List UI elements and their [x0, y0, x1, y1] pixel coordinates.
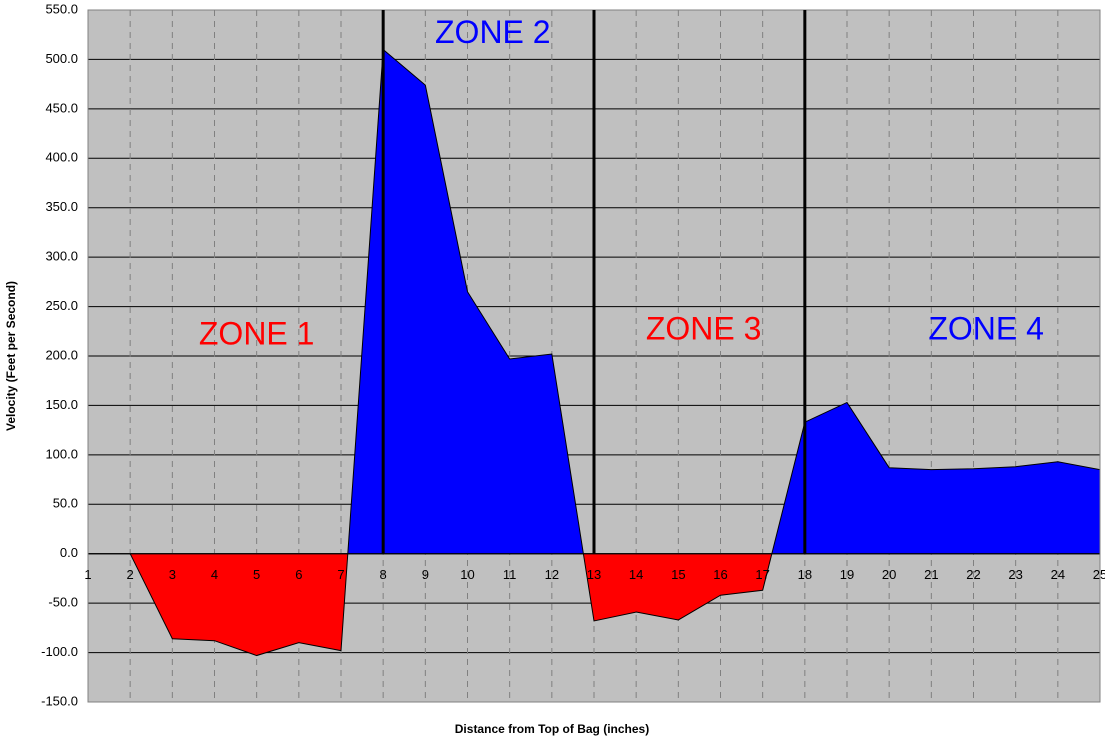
zone-label: ZONE 2 — [435, 14, 551, 50]
x-tick-label: 16 — [713, 567, 727, 582]
area-positive — [88, 48, 1101, 554]
y-tick-label: 450.0 — [45, 100, 78, 115]
y-tick-label: 300.0 — [45, 249, 78, 264]
x-tick-label: 1 — [84, 567, 91, 582]
y-tick-label: 350.0 — [45, 199, 78, 214]
x-tick-label: 20 — [882, 567, 896, 582]
x-tick-label: 17 — [755, 567, 769, 582]
x-tick-label: 3 — [169, 567, 176, 582]
x-tick-label: 14 — [629, 567, 643, 582]
x-tick-label: 21 — [924, 567, 938, 582]
zone-label: ZONE 4 — [928, 311, 1044, 347]
x-tick-label: 5 — [253, 567, 260, 582]
x-tick-label: 24 — [1051, 567, 1065, 582]
x-axis-title: Distance from Top of Bag (inches) — [455, 722, 649, 736]
y-tick-label: 0.0 — [60, 545, 78, 560]
x-tick-label: 9 — [422, 567, 429, 582]
x-tick-label: 18 — [798, 567, 812, 582]
zone-label: ZONE 3 — [646, 311, 762, 347]
area-negative — [88, 553, 1101, 657]
x-tick-label: 15 — [671, 567, 685, 582]
y-tick-label: 100.0 — [45, 446, 78, 461]
y-tick-label: 250.0 — [45, 298, 78, 313]
y-tick-label: -150.0 — [41, 693, 78, 708]
y-tick-label: 200.0 — [45, 347, 78, 362]
y-tick-label: -100.0 — [41, 644, 78, 659]
y-tick-label: 150.0 — [45, 397, 78, 412]
x-tick-label: 23 — [1008, 567, 1022, 582]
y-tick-label: -50.0 — [48, 595, 78, 610]
x-tick-label: 10 — [460, 567, 474, 582]
x-tick-label: 13 — [587, 567, 601, 582]
y-tick-label: 400.0 — [45, 150, 78, 165]
x-tick-label: 4 — [211, 567, 218, 582]
zone-label: ZONE 1 — [199, 316, 315, 352]
x-tick-label: 12 — [545, 567, 559, 582]
x-tick-label: 2 — [127, 567, 134, 582]
x-tick-label: 22 — [966, 567, 980, 582]
y-tick-label: 550.0 — [45, 1, 78, 16]
x-tick-label: 6 — [295, 567, 302, 582]
x-tick-label: 11 — [503, 567, 517, 582]
x-tick-label: 7 — [337, 567, 344, 582]
x-tick-label: 8 — [380, 567, 387, 582]
y-axis-title: Velocity (Feet per Second) — [4, 281, 18, 431]
y-tick-label: 500.0 — [45, 51, 78, 66]
y-tick-label: 50.0 — [53, 496, 78, 511]
x-tick-label: 25 — [1093, 567, 1105, 582]
x-tick-label: 19 — [840, 567, 854, 582]
